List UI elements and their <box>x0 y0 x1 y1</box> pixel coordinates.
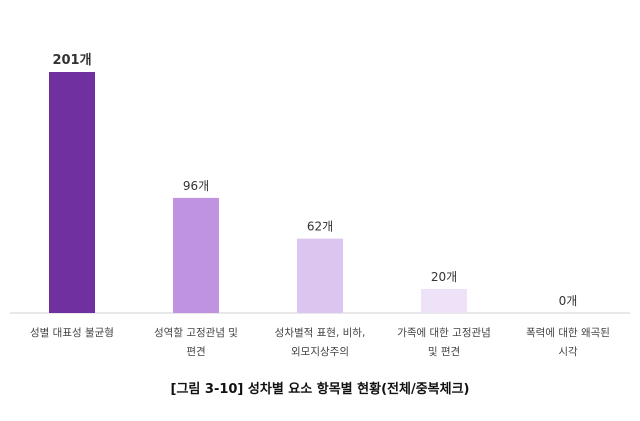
category-label: 성역할 고정관념 및 <box>154 327 238 339</box>
category-label: 편견 <box>186 345 205 358</box>
data-label: 201개 <box>52 53 91 68</box>
category-label: 시각 <box>558 346 578 358</box>
data-label: 96개 <box>183 179 209 193</box>
data-label: 62개 <box>307 220 333 234</box>
category-label: 가족에 대한 고정관념 <box>397 327 491 339</box>
bar <box>297 238 343 313</box>
bar <box>49 72 95 313</box>
category-label: 성차별적 표현, 비하, <box>275 326 366 339</box>
bar <box>173 197 219 313</box>
category-label: 성별 대표성 불균형 <box>30 327 114 339</box>
category-label: 폭력에 대한 왜곡된 <box>526 327 610 339</box>
bar <box>421 289 467 313</box>
data-label: 20개 <box>431 270 457 284</box>
data-label: 0개 <box>559 294 578 308</box>
figure-caption: [그림 3-10] 성차별 요소 항목별 현황(전체/중복체크) <box>170 382 470 397</box>
category-label: 및 편견 <box>428 345 460 358</box>
category-label: 외모지상주의 <box>291 346 349 358</box>
